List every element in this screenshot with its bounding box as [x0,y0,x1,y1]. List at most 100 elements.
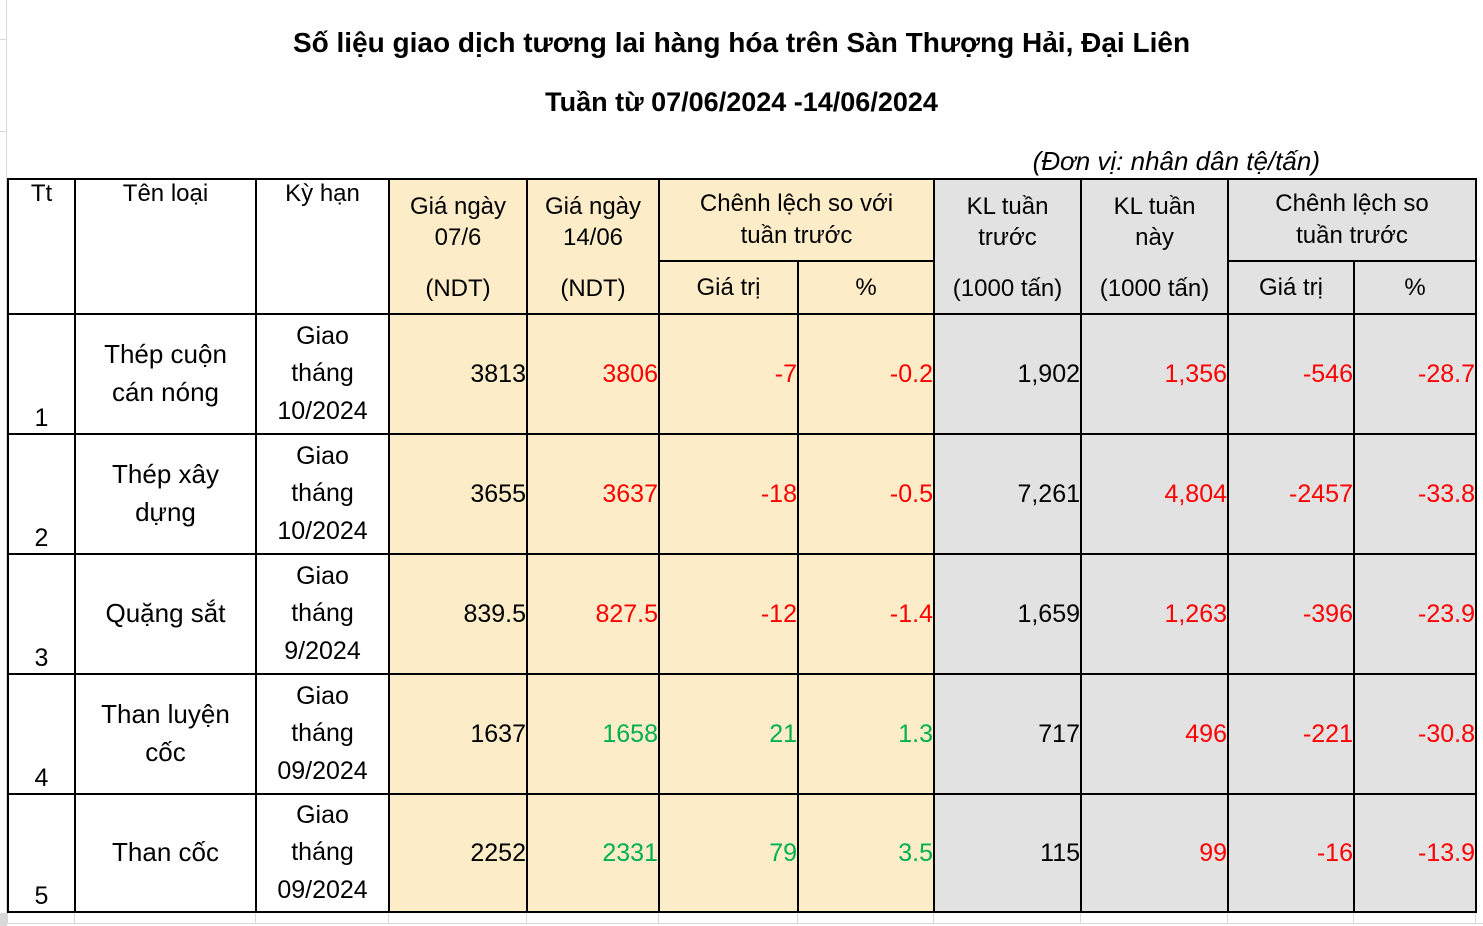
cell-tt[interactable]: 3 [7,553,76,675]
cell-vol-this[interactable]: 99 [1080,793,1229,913]
header-vol-prev-lines: KL tuần trước (1000 tấn) [936,181,1079,312]
header-vol-this-line2: (1000 tấn) [1099,275,1210,303]
cell-vol-prev[interactable]: 115 [933,793,1082,913]
sheet-gridline-bottom [0,923,1483,924]
sheet-gridline-stub [1475,913,1476,923]
sheet-gridline-stub [74,913,75,923]
header-name[interactable]: Tên loại [74,178,257,315]
cell-vol-this[interactable]: 496 [1080,673,1229,795]
cell-vol-diff-value[interactable]: -16 [1227,793,1355,913]
cell-diff-value[interactable]: 21 [658,673,799,795]
cell-term[interactable]: Giao tháng 10/2024 [255,433,390,555]
header-vol-prev-line1: KL tuần trước [966,193,1049,251]
sheet-gridline-stub [1080,913,1081,923]
sheet-gridline-stub [255,913,256,923]
cell-price-end[interactable]: 3637 [526,433,660,555]
cell-term[interactable]: Giao tháng 10/2024 [255,313,390,435]
cell-vol-diff-pct[interactable]: -33.8 [1353,433,1477,555]
cell-name[interactable]: Than luyện cốc [74,673,257,795]
cell-name[interactable]: Thép xây dựng [74,433,257,555]
cell-price-start[interactable]: 3813 [388,313,528,435]
cell-vol-diff-pct[interactable]: -28.7 [1353,313,1477,435]
cell-term[interactable]: Giao tháng 9/2024 [255,553,390,675]
sheet-gridline-stub [526,913,527,923]
cell-vol-diff-pct[interactable]: -23.9 [1353,553,1477,675]
cell-price-start[interactable]: 1637 [388,673,528,795]
header-term[interactable]: Kỳ hạn [255,178,390,315]
cell-price-end[interactable]: 2331 [526,793,660,913]
header-vol-prev[interactable]: KL tuần trước (1000 tấn) [933,178,1082,315]
sheet-gridline-tick [0,39,7,40]
header-diff-pct[interactable]: % [797,260,935,315]
cell-vol-this[interactable]: 1,356 [1080,313,1229,435]
sheet-gridline-stub [933,913,934,923]
header-price-end[interactable]: Giá ngày 14/06 (NDT) [526,178,660,315]
cell-name[interactable]: Quặng sắt [74,553,257,675]
futures-table: Tt Tên loại Kỳ hạn Giá ngày 07/6 (NDT) G… [7,178,1477,913]
cell-name[interactable]: Thép cuộn cán nóng [74,313,257,435]
header-price-start-line1: Giá ngày 07/6 [409,193,507,251]
table-row: 2 Thép xây dựng Giao tháng 10/2024 3655 … [7,433,1477,555]
header-tt[interactable]: Tt [7,178,76,315]
header-price-start-line2: (NDT) [425,275,491,303]
table-row: 1 Thép cuộn cán nóng Giao tháng 10/2024 … [7,313,1477,435]
cell-diff-value[interactable]: -7 [658,313,799,435]
cell-tt[interactable]: 2 [7,433,76,555]
cell-tt[interactable]: 4 [7,673,76,795]
cell-vol-prev[interactable]: 1,659 [933,553,1082,675]
header-row-sub: Giá trị % Giá trị % [8,260,1477,315]
header-vol-diff-group[interactable]: Chênh lệch so tuần trước [1227,178,1477,262]
cell-term[interactable]: Giao tháng 09/2024 [255,673,390,795]
header-vol-this-line1: KL tuần này [1113,193,1196,251]
cell-price-start[interactable]: 839.5 [388,553,528,675]
cell-vol-diff-pct[interactable]: -30.8 [1353,673,1477,795]
header-price-end-line1: Giá ngày 14/06 [544,193,642,251]
header-diff-group[interactable]: Chênh lệch so với tuần trước [658,178,935,262]
cell-vol-diff-value[interactable]: -396 [1227,553,1355,675]
page-title: Số liệu giao dịch tương lai hàng hóa trê… [292,27,1191,58]
cell-tt[interactable]: 5 [7,793,76,913]
cell-diff-value[interactable]: -18 [658,433,799,555]
cell-diff-value[interactable]: -12 [658,553,799,675]
header-vol-prev-line2: (1000 tấn) [952,275,1063,303]
header-price-start[interactable]: Giá ngày 07/6 (NDT) [388,178,528,315]
cell-diff-pct[interactable]: -1.4 [797,553,935,675]
cell-price-start[interactable]: 3655 [388,433,528,555]
cell-vol-prev[interactable]: 717 [933,673,1082,795]
header-vol-this[interactable]: KL tuần này (1000 tấn) [1080,178,1229,315]
header-vol-diff-pct[interactable]: % [1353,260,1477,315]
header-vol-diff-group-label: Chênh lệch so tuần trước [1275,189,1429,249]
cell-diff-pct[interactable]: 3.5 [797,793,935,913]
cell-term[interactable]: Giao tháng 09/2024 [255,793,390,913]
cell-vol-diff-value[interactable]: -221 [1227,673,1355,795]
cell-vol-diff-value[interactable]: -546 [1227,313,1355,435]
header-vol-diff-value[interactable]: Giá trị [1227,260,1355,315]
cell-diff-value[interactable]: 79 [658,793,799,913]
cell-price-end[interactable]: 827.5 [526,553,660,675]
header-price-end-lines: Giá ngày 14/06 (NDT) [529,181,657,312]
cell-diff-pct[interactable]: 1.3 [797,673,935,795]
cell-diff-pct[interactable]: -0.5 [797,433,935,555]
header-row-top: Tt Tên loại Kỳ hạn Giá ngày 07/6 (NDT) G… [7,178,1477,315]
table-row: 3 Quặng sắt Giao tháng 9/2024 839.5 827.… [7,553,1477,675]
cell-vol-diff-pct[interactable]: -13.9 [1353,793,1477,913]
cell-vol-diff-value[interactable]: -2457 [1227,433,1355,555]
cell-vol-this[interactable]: 4,804 [1080,433,1229,555]
sheet-gridline-tick [0,131,7,132]
cell-price-end[interactable]: 3806 [526,313,660,435]
cell-price-end[interactable]: 1658 [526,673,660,795]
cell-tt[interactable]: 1 [7,313,76,435]
table-row: 5 Than cốc Giao tháng 09/2024 2252 2331 … [7,793,1477,913]
cell-diff-pct[interactable]: -0.2 [797,313,935,435]
sheet-gridline-stub [7,913,8,923]
cell-name[interactable]: Than cốc [74,793,257,913]
cell-price-start[interactable]: 2252 [388,793,528,913]
cell-vol-prev[interactable]: 7,261 [933,433,1082,555]
sheet-gridline-stub [388,913,389,923]
cell-vol-prev[interactable]: 1,902 [933,313,1082,435]
header-diff-value[interactable]: Giá trị [658,260,799,315]
table-row: 4 Than luyện cốc Giao tháng 09/2024 1637… [7,673,1477,795]
page-subtitle: Tuần từ 07/06/2024 -14/06/2024 [545,87,938,117]
sheet-gridline-stub [1353,913,1354,923]
cell-vol-this[interactable]: 1,263 [1080,553,1229,675]
